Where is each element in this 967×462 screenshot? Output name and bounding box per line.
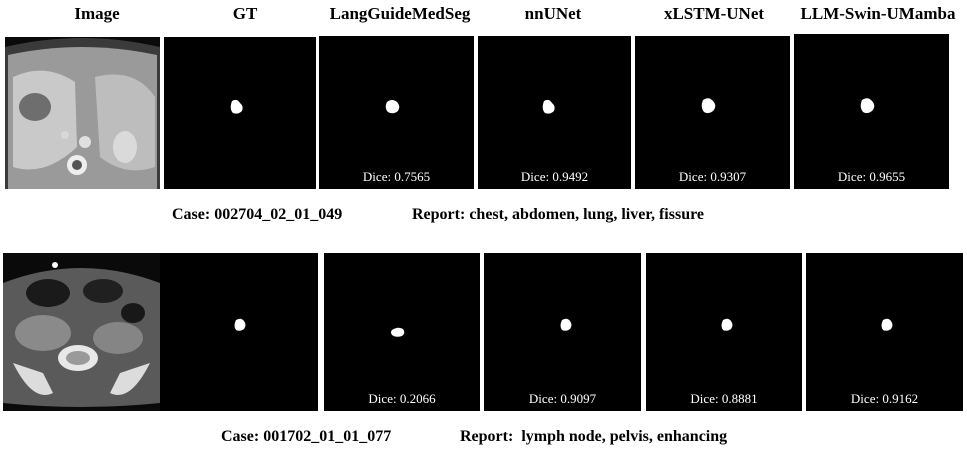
segmentation-mask bbox=[560, 318, 572, 331]
xlstm-unet-panel-row1: Dice: 0.9307 bbox=[635, 36, 790, 189]
nnunet-panel-row1: Dice: 0.9492 bbox=[478, 36, 631, 189]
case-id-row1: Case: 002704_02_01_049 bbox=[172, 206, 343, 223]
segmentation-mask bbox=[721, 318, 733, 331]
ct-scan-image-row1 bbox=[5, 37, 160, 189]
ct-scan-image-row2 bbox=[3, 253, 160, 411]
header-llm-swin-umamba: LLM-Swin-UMamba bbox=[800, 4, 956, 23]
dice-score: Dice: 0.7565 bbox=[362, 169, 431, 184]
dice-score: Dice: 0.9162 bbox=[850, 391, 919, 406]
header-nnunet: nnUNet bbox=[524, 4, 582, 23]
xlstm-unet-panel-row2: Dice: 0.8881 bbox=[646, 253, 802, 411]
segmentation-mask bbox=[234, 318, 246, 331]
segmentation-mask bbox=[542, 99, 555, 114]
segmentation-mask bbox=[881, 318, 893, 331]
segmentation-mask bbox=[860, 98, 875, 114]
header-langguidemedseg: LangGuideMedSeg bbox=[329, 4, 471, 23]
dice-score: Dice: 0.9492 bbox=[520, 169, 589, 184]
segmentation-mask bbox=[385, 100, 400, 114]
llm-swin-umamba-panel-row1: Dice: 0.9655 bbox=[794, 34, 949, 189]
report-keywords-row1: Report: chest, abdomen, lung, liver, fis… bbox=[412, 206, 704, 223]
langguidemedseg-panel-row2: Dice: 0.2066 bbox=[324, 253, 480, 411]
report-keywords-row2: Report: lymph node, pelvis, enhancing bbox=[460, 428, 728, 445]
case-id-row2: Case: 001702_01_01_077 bbox=[221, 428, 392, 445]
segmentation-mask bbox=[391, 327, 405, 337]
gt-mask-panel-row2 bbox=[160, 253, 318, 411]
header-xlstm-unet: xLSTM-UNet bbox=[663, 4, 765, 23]
langguidemedseg-panel-row1: Dice: 0.7565 bbox=[319, 36, 474, 189]
segmentation-mask bbox=[701, 98, 716, 114]
dice-score: Dice: 0.8881 bbox=[690, 391, 758, 406]
nnunet-panel-row2: Dice: 0.9097 bbox=[484, 253, 641, 411]
llm-swin-umamba-panel-row2: Dice: 0.9162 bbox=[806, 253, 963, 411]
dice-score: Dice: 0.2066 bbox=[368, 391, 436, 406]
header-image: Image bbox=[74, 4, 120, 23]
gt-mask-panel-row1 bbox=[164, 37, 316, 189]
dice-score: Dice: 0.9307 bbox=[678, 169, 747, 184]
segmentation-mask bbox=[230, 99, 243, 114]
header-gt: GT bbox=[232, 4, 258, 23]
dice-score: Dice: 0.9655 bbox=[837, 169, 906, 184]
dice-score: Dice: 0.9097 bbox=[528, 391, 597, 406]
